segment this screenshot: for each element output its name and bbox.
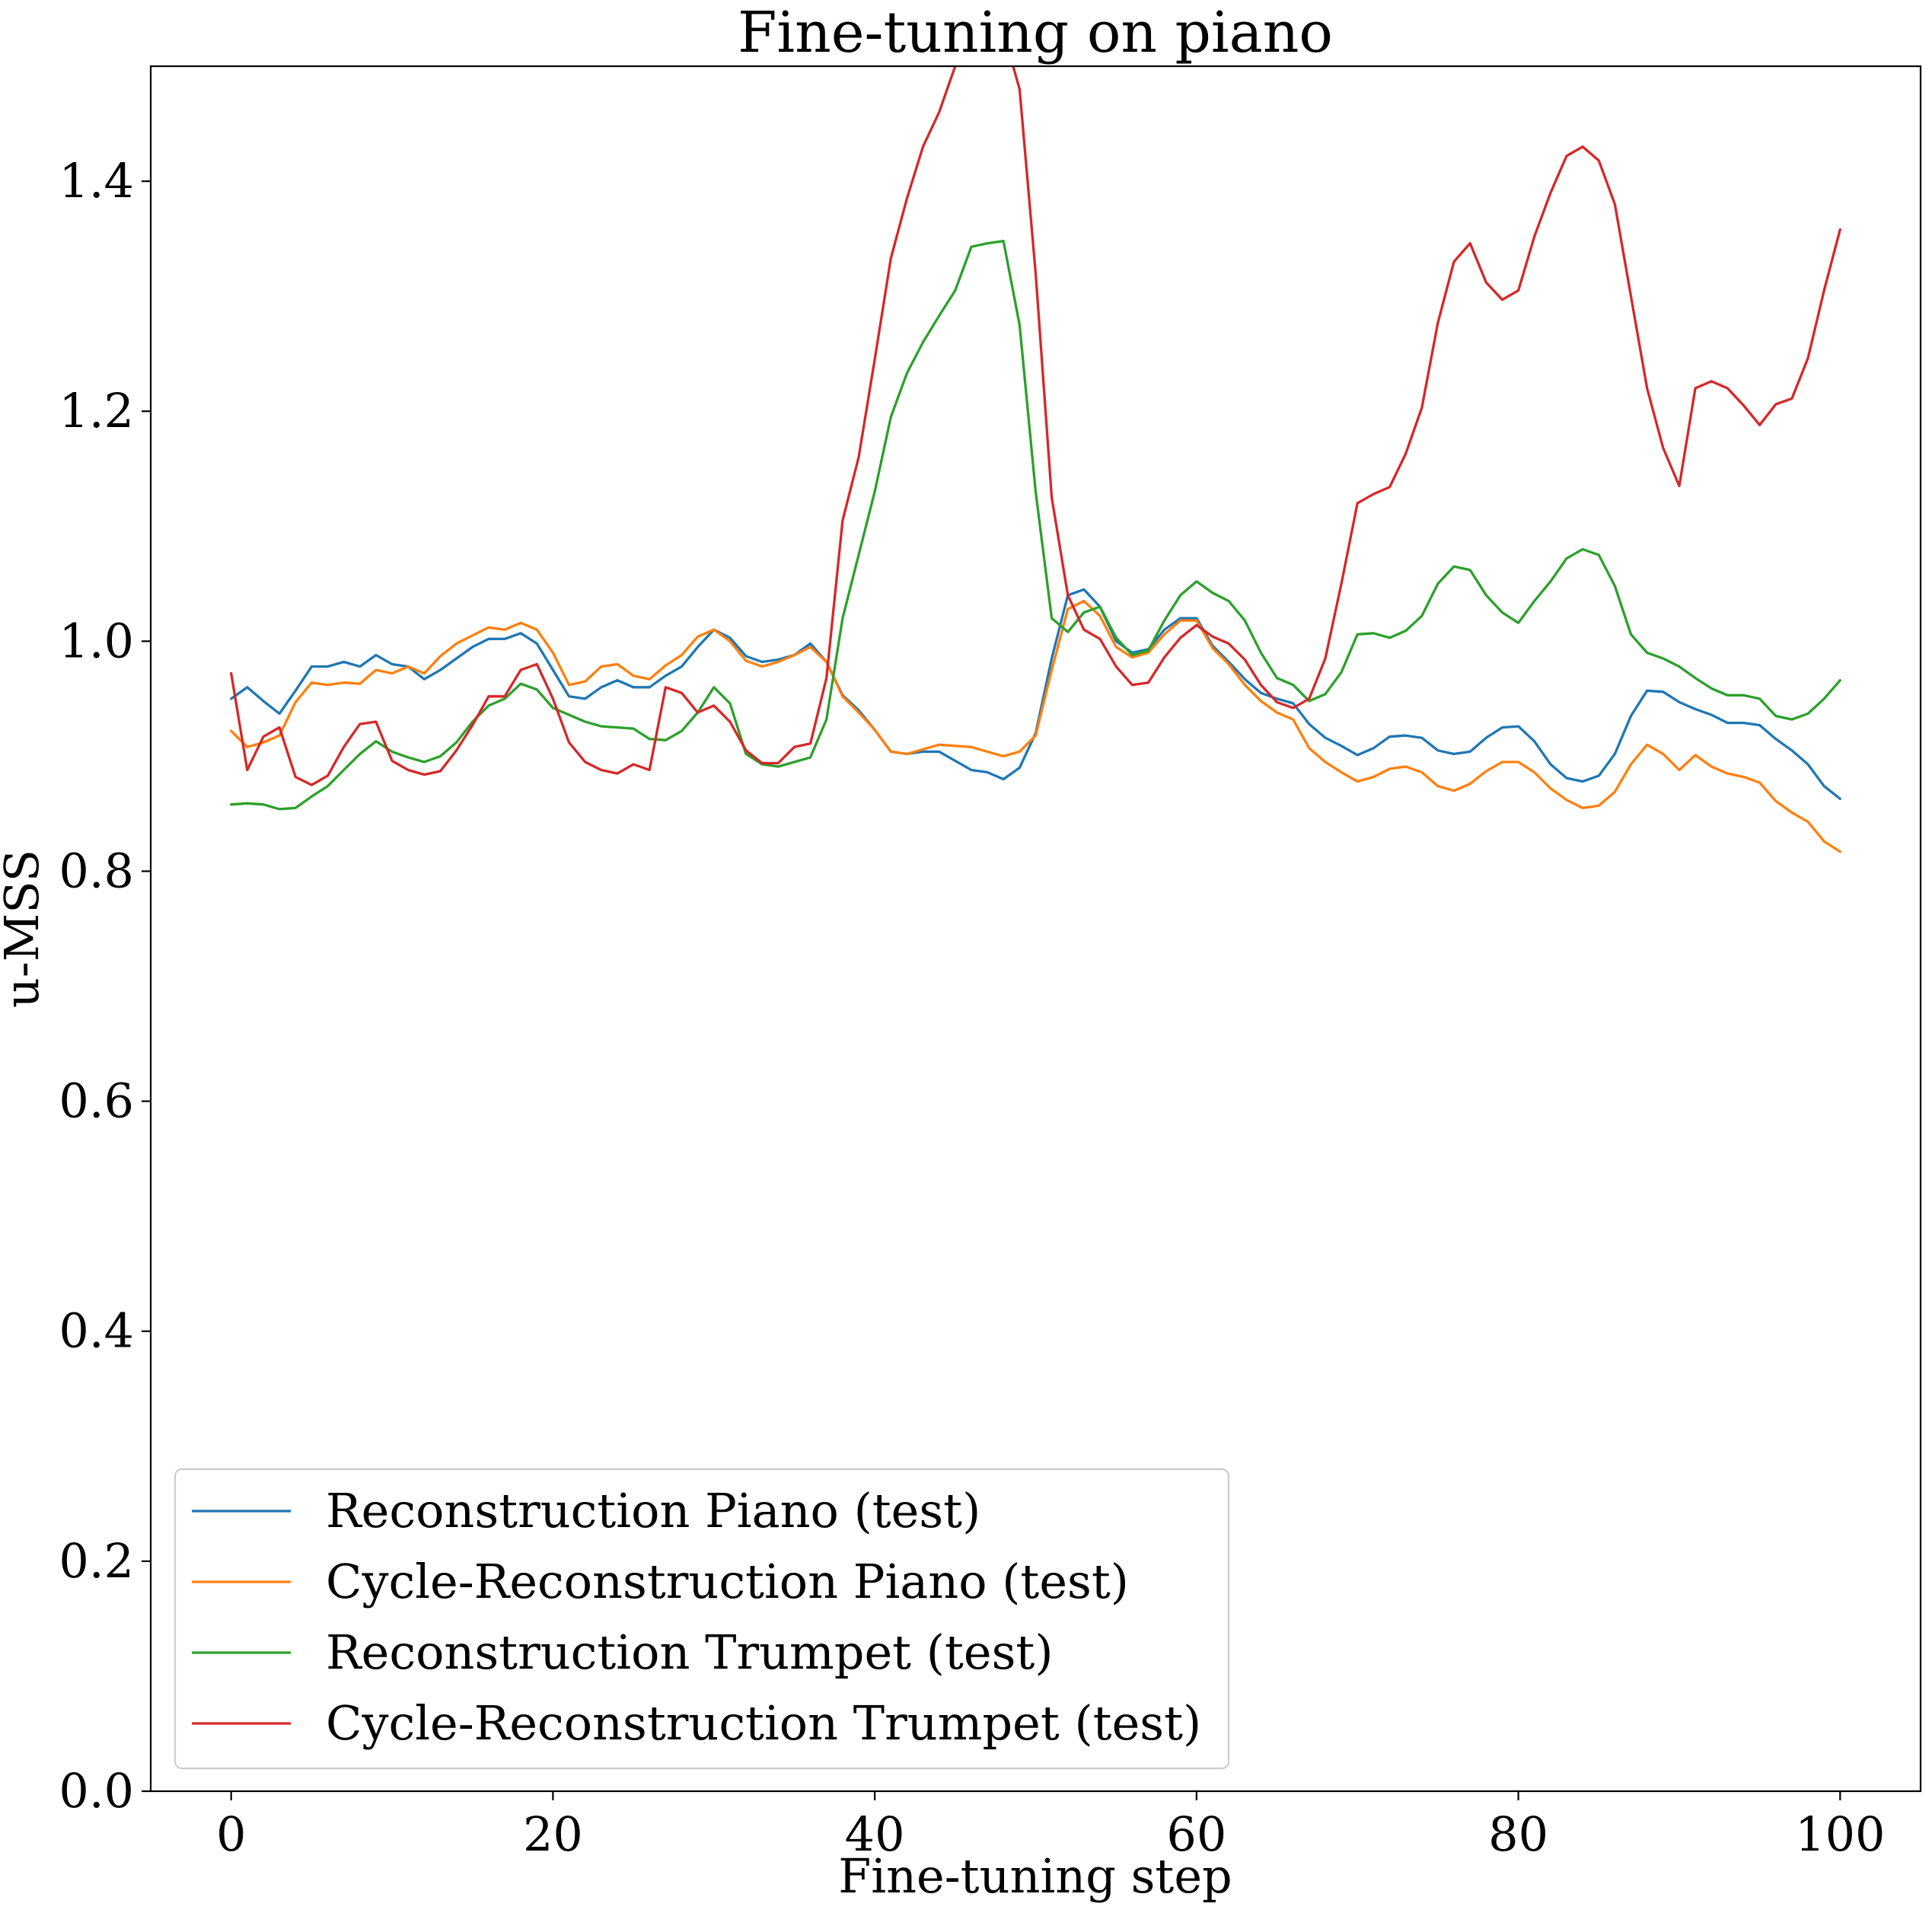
y-tick-label: 0.0 (59, 1763, 134, 1819)
y-tick-label: 1.2 (59, 383, 134, 438)
x-tick-label: 40 (845, 1806, 905, 1862)
x-tick-label: 0 (216, 1806, 246, 1862)
x-tick-label: 60 (1166, 1806, 1226, 1862)
legend-label-2: Cycle-Reconstruction Piano (test) (326, 1554, 1129, 1609)
y-tick-label: 0.8 (59, 843, 134, 898)
legend: Reconstruction Piano (test) Cycle-Reconst… (174, 1468, 1230, 1770)
y-tick-label: 1.4 (59, 153, 134, 209)
y-tick-label: 0.4 (59, 1303, 134, 1359)
x-tick-label: 20 (523, 1806, 583, 1862)
y-axis-ticks: 0.0 0.2 0.4 0.6 0.8 1.0 1.2 1.4 (59, 153, 151, 1819)
x-axis-ticks: 0 20 40 60 80 100 (216, 1791, 1885, 1862)
y-tick-label: 1.0 (59, 613, 134, 668)
legend-frame (174, 1468, 1230, 1770)
legend-label-3: Reconstruction Trumpet (test) (326, 1624, 1054, 1680)
series-layer (230, 66, 1841, 853)
legend-label-1: Reconstruction Piano (test) (326, 1483, 980, 1538)
series-line-1 (230, 588, 1841, 800)
y-tick-label: 0.2 (59, 1533, 134, 1589)
series-line-3 (230, 239, 1841, 811)
x-tick-label: 80 (1488, 1806, 1548, 1862)
chart-title: Fine-tuning on piano (738, 0, 1333, 65)
series-line-4 (230, 66, 1841, 786)
y-tick-label: 0.6 (59, 1073, 134, 1129)
x-axis-label: Fine-tuning step (838, 1848, 1232, 1904)
x-tick-label: 100 (1795, 1806, 1885, 1862)
series-line-2 (230, 599, 1841, 853)
plot-frame (149, 65, 1922, 1793)
y-axis-label: u-MSS (0, 850, 49, 1008)
legend-label-4: Cycle-Reconstruction Trumpet (test) (326, 1695, 1201, 1751)
